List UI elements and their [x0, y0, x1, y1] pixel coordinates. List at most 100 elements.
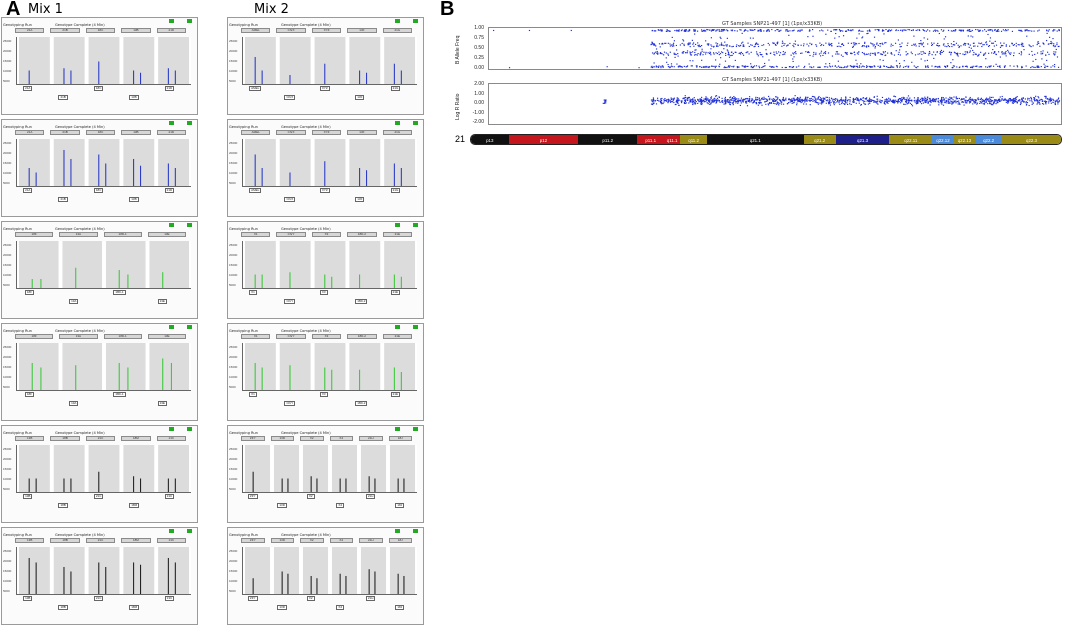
baf-point — [1007, 51, 1010, 53]
baf-point — [665, 57, 667, 59]
baf-point — [682, 40, 685, 42]
baf-point — [914, 54, 917, 56]
lrr-point — [838, 99, 840, 101]
marker-box-row: ZFY 13D X2 X4 21H 18J — [238, 436, 417, 441]
baf-point — [857, 66, 859, 68]
baf-point — [670, 63, 673, 65]
baf-point — [679, 65, 681, 67]
lrr-point — [928, 100, 930, 102]
lrr-point — [864, 103, 867, 105]
lrr-point — [869, 97, 871, 99]
lrr-point — [918, 100, 920, 102]
lrr-point — [1056, 99, 1058, 101]
baf-point — [1054, 46, 1056, 48]
baf-point — [876, 43, 878, 45]
baf-point — [927, 66, 929, 68]
baf-point — [961, 29, 963, 31]
marker-box-row: X1 ChrY X3 18D-2 21E — [238, 334, 417, 339]
baf-point — [1046, 32, 1048, 34]
lrr-point — [889, 99, 892, 101]
marker-bin — [149, 241, 190, 288]
electropherogram-panel: Genotyping Run Genotype Complete (4 Min) X… — [227, 221, 424, 319]
baf-point — [773, 42, 775, 44]
lrr-point — [958, 103, 961, 105]
lrr-point — [935, 98, 937, 100]
baf-plot-title: GT Samples SNP21-497 [1] (1px/x33KB) — [722, 21, 823, 27]
chromosome-band: q11.1 — [664, 135, 681, 144]
lrr-point — [734, 97, 736, 99]
lrr-point — [828, 101, 831, 103]
allele-label: 13A — [69, 401, 79, 407]
allele-label: X3 — [319, 392, 328, 398]
baf-point — [958, 46, 960, 49]
allele-label: 21H — [365, 494, 376, 500]
marker-box-row: 18F 13A 18D-1 13E — [12, 232, 191, 237]
lrr-point — [819, 97, 822, 99]
lrr-point — [1006, 99, 1008, 101]
lrr-point — [678, 104, 680, 106]
lrr-point — [726, 100, 728, 102]
lrr-point — [968, 99, 970, 101]
baf-point — [949, 51, 951, 53]
baf-point — [667, 54, 670, 56]
baf-point — [666, 61, 668, 63]
lrr-point — [997, 101, 999, 104]
baf-point — [713, 53, 715, 55]
y-tick-label: 10000 — [229, 273, 238, 277]
baf-point — [716, 52, 719, 55]
lrr-point — [841, 100, 843, 102]
lrr-point — [962, 101, 964, 103]
lrr-point — [1021, 99, 1023, 101]
marker-bin — [302, 547, 329, 594]
status-flag — [395, 121, 400, 125]
baf-point — [659, 52, 661, 55]
baf-point — [824, 51, 827, 53]
lrr-point — [932, 100, 934, 102]
baf-point — [971, 29, 973, 32]
baf-point — [975, 53, 977, 55]
baf-point — [668, 30, 670, 32]
y-tick-label: 10000 — [229, 375, 238, 379]
marker-box: 21G — [382, 28, 412, 33]
lrr-point — [688, 102, 690, 104]
lrr-point — [676, 97, 678, 99]
lrr-point — [737, 101, 740, 103]
baf-point — [1005, 53, 1007, 55]
baf-point — [1015, 45, 1017, 47]
lrr-point — [1057, 98, 1060, 100]
baf-point — [666, 30, 668, 32]
baf-point — [723, 48, 725, 50]
baf-point — [907, 66, 909, 68]
baf-point — [793, 53, 795, 55]
lrr-point — [833, 104, 835, 106]
lrr-point — [852, 101, 854, 103]
baf-point — [757, 53, 759, 55]
baf-point — [667, 30, 669, 32]
lrr-point — [806, 99, 808, 101]
y-tick-label: 25000 — [3, 447, 12, 451]
baf-point — [966, 51, 968, 53]
baf-point — [871, 66, 874, 68]
baf-point — [801, 52, 803, 54]
baf-point — [729, 65, 731, 67]
lrr-point — [793, 100, 796, 102]
baf-point — [1013, 52, 1015, 54]
marker-box: 21A — [15, 130, 45, 135]
baf-point — [726, 44, 728, 46]
baf-point — [710, 30, 713, 32]
lrr-point — [829, 102, 831, 105]
lrr-point — [790, 100, 793, 102]
baf-point — [793, 56, 795, 58]
lrr-point — [951, 103, 953, 105]
allele-label: ChrX — [284, 197, 296, 203]
lrr-point — [974, 99, 976, 101]
baf-point — [876, 28, 878, 31]
lrr-point — [857, 99, 859, 101]
lrr-point — [847, 99, 849, 101]
lrr-point — [706, 97, 708, 99]
panel-header: Genotyping Run Genotype Complete (4 Min) — [3, 19, 196, 28]
baf-point — [952, 65, 954, 67]
lrr-point — [996, 99, 998, 101]
lrr-point — [714, 97, 716, 99]
y-tick-label: 25000 — [3, 243, 12, 247]
